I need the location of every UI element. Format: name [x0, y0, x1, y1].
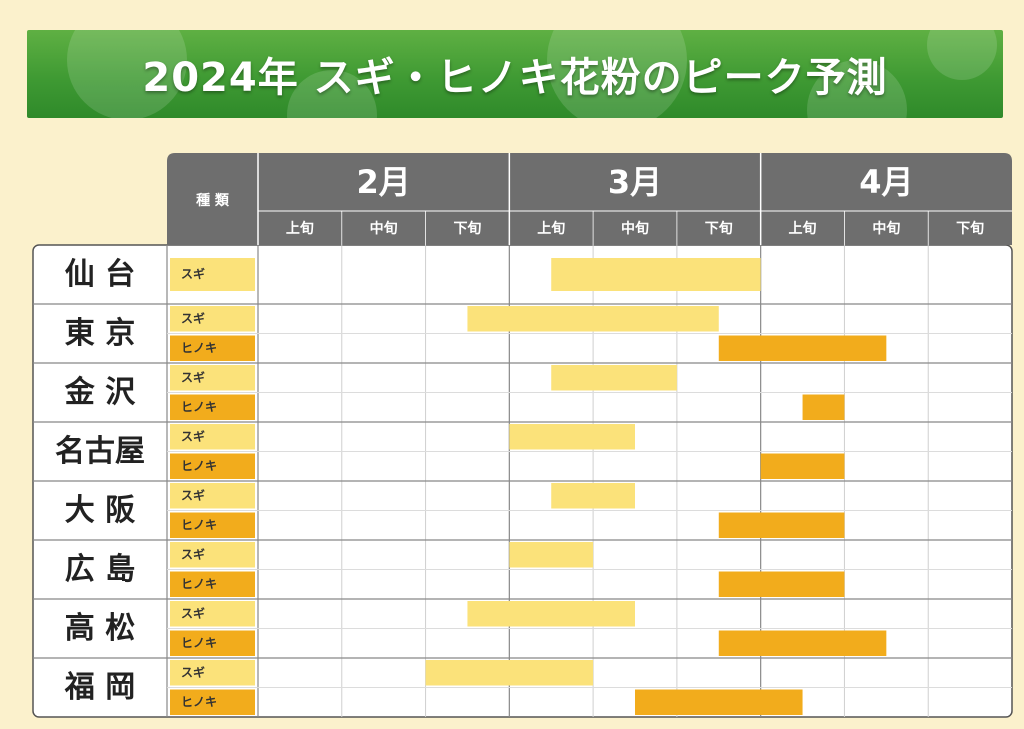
peak-bar — [467, 306, 719, 332]
month-label: 4月 — [859, 163, 913, 201]
pollen-type-label: スギ — [181, 605, 205, 620]
pollen-type-cell — [170, 512, 255, 538]
month-label: 2月 — [357, 163, 411, 201]
pollen-type-cell — [170, 689, 255, 715]
pollen-type-label: スギ — [181, 487, 205, 502]
pollen-type-label: スギ — [181, 428, 205, 443]
pollen-type-cell — [170, 483, 255, 509]
peak-bar — [635, 689, 803, 715]
city-name-label: 名古屋 — [55, 434, 145, 469]
pollen-type-label: ヒノキ — [181, 695, 217, 709]
period-label: 下旬 — [956, 220, 984, 237]
peak-bar — [509, 542, 594, 568]
peak-bar — [551, 365, 677, 391]
peak-bar — [551, 258, 761, 291]
city-name-label: 福 岡 — [64, 670, 135, 705]
city-name-label: 東 京 — [65, 316, 135, 351]
decorative-bubble — [67, 30, 187, 118]
pollen-type-cell — [170, 453, 255, 479]
pollen-type-cell — [170, 601, 255, 627]
pollen-type-cell — [170, 571, 255, 597]
type-header-label: 種 類 — [196, 192, 230, 209]
peak-bar — [551, 483, 635, 509]
pollen-type-cell — [170, 258, 255, 291]
city-name-label: 金 沢 — [64, 375, 136, 410]
peak-bar — [425, 660, 594, 686]
pollen-type-label: スギ — [181, 266, 205, 281]
pollen-type-cell — [170, 542, 255, 568]
city-name-label: 仙 台 — [65, 257, 135, 292]
period-label: 中旬 — [370, 220, 398, 237]
period-label: 上旬 — [789, 220, 817, 237]
period-label: 上旬 — [537, 220, 565, 237]
pollen-type-label: ヒノキ — [181, 341, 217, 355]
peak-bar — [718, 512, 845, 538]
month-label: 3月 — [608, 163, 662, 201]
period-label: 中旬 — [621, 220, 649, 237]
period-label: 中旬 — [872, 220, 900, 237]
pollen-type-label: スギ — [181, 546, 205, 561]
chart-title: 2024年 スギ・ヒノキ花粉のピーク予測 — [142, 55, 888, 101]
pollen-type-cell — [170, 306, 255, 332]
peak-bar — [802, 394, 845, 420]
title-banner: 2024年 スギ・ヒノキ花粉のピーク予測 — [27, 30, 1003, 118]
city-name-label: 大 阪 — [65, 493, 135, 528]
pollen-type-label: スギ — [181, 664, 205, 679]
table-header-background — [167, 153, 1012, 245]
city-name-label: 高 松 — [65, 611, 135, 646]
pollen-type-cell — [170, 335, 255, 361]
pollen-type-label: スギ — [181, 310, 205, 325]
pollen-type-cell — [170, 394, 255, 420]
pollen-type-cell — [170, 424, 255, 450]
pollen-type-label: ヒノキ — [181, 518, 217, 532]
peak-bar — [718, 335, 887, 361]
peak-bar — [718, 571, 845, 597]
peak-bar — [760, 453, 845, 479]
pollen-type-cell — [170, 365, 255, 391]
pollen-type-label: ヒノキ — [181, 400, 217, 414]
decorative-bubble — [547, 30, 687, 118]
period-label: 上旬 — [286, 220, 314, 237]
pollen-type-cell — [170, 630, 255, 656]
peak-bar — [467, 601, 635, 627]
pollen-type-label: ヒノキ — [181, 636, 217, 650]
peak-bar — [718, 630, 887, 656]
pollen-type-label: ヒノキ — [181, 459, 217, 473]
pollen-type-cell — [170, 660, 255, 686]
city-name-label: 広 島 — [65, 552, 135, 587]
pollen-type-label: ヒノキ — [181, 577, 217, 591]
peak-bar — [509, 424, 635, 450]
pollen-type-label: スギ — [181, 369, 205, 384]
period-label: 下旬 — [705, 220, 733, 237]
period-label: 下旬 — [453, 220, 481, 237]
